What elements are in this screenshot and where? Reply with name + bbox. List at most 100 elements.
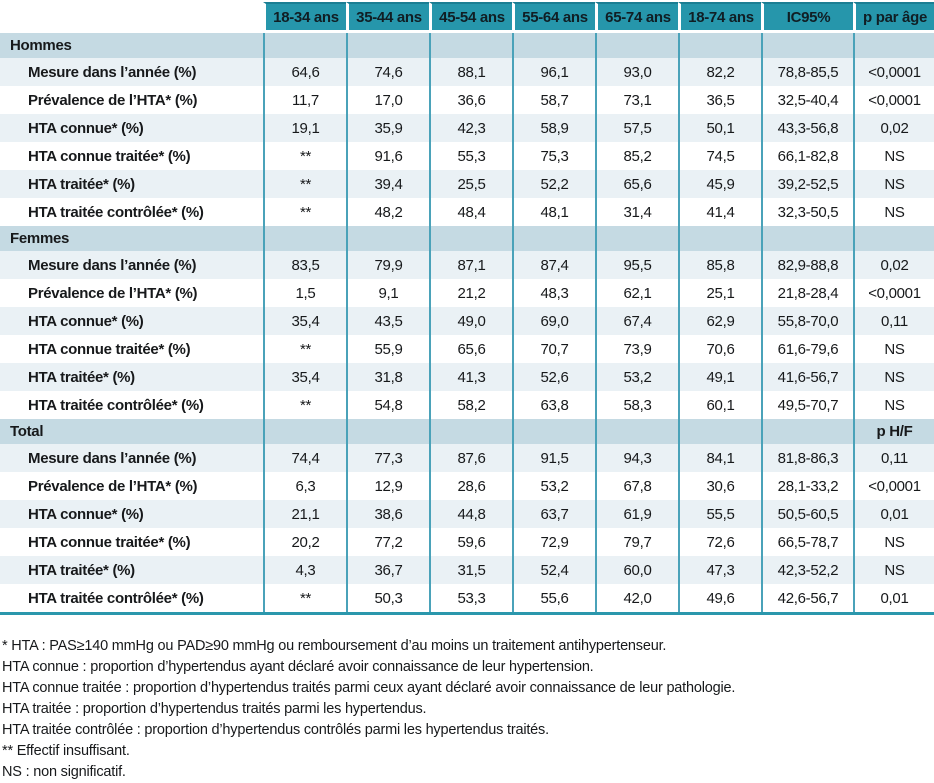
section-empty-cell — [346, 419, 429, 444]
footnotes: * HTA : PAS≥140 mmHg ou PAD≥90 mmHg ou r… — [0, 636, 934, 783]
value-cell: 36,6 — [429, 86, 512, 114]
table-row: HTA traitée contrôlée* (%) ** 54,8 58,2 63,8… — [0, 391, 934, 419]
value-cell: 41,4 — [678, 198, 761, 226]
hta-prevalence-table: 18-34 ans 35-44 ans 45-54 ans 55-64 ans 65-7… — [0, 2, 934, 615]
column-header-35-44-ans: 35-44 ans — [346, 2, 429, 33]
value-cell: 50,3 — [346, 584, 429, 612]
ic95-cell: 61,6-79,6 — [761, 335, 853, 363]
value-cell: 9,1 — [346, 279, 429, 307]
value-cell: 61,9 — [595, 500, 678, 528]
corner-cell — [0, 2, 263, 33]
row-label: Mesure dans l’année (%) — [0, 58, 263, 86]
value-cell: 28,6 — [429, 472, 512, 500]
value-cell: 63,8 — [512, 391, 595, 419]
column-header-45-54-ans: 45-54 ans — [429, 2, 512, 33]
value-cell: 58,2 — [429, 391, 512, 419]
column-header-ic95: IC95% — [761, 2, 853, 33]
ic95-cell: 42,6-56,7 — [761, 584, 853, 612]
section-p-label: p H/F — [853, 419, 934, 444]
value-cell: 54,8 — [346, 391, 429, 419]
value-cell: 39,4 — [346, 170, 429, 198]
value-cell: 65,6 — [429, 335, 512, 363]
value-cell: 94,3 — [595, 444, 678, 472]
value-cell: 55,6 — [512, 584, 595, 612]
p-value-cell: NS — [853, 528, 934, 556]
value-cell: 53,3 — [429, 584, 512, 612]
value-cell: 49,0 — [429, 307, 512, 335]
value-cell: 52,2 — [512, 170, 595, 198]
table-head: 18-34 ans 35-44 ans 45-54 ans 55-64 ans 65-7… — [0, 2, 934, 33]
value-cell: 58,3 — [595, 391, 678, 419]
value-cell: ** — [263, 391, 346, 419]
value-cell: 4,3 — [263, 556, 346, 584]
p-value-cell: 0,02 — [853, 251, 934, 279]
table-row: HTA connue traitée* (%) 20,2 77,2 59,6 72,9 7… — [0, 528, 934, 556]
value-cell: 6,3 — [263, 472, 346, 500]
value-cell: 41,3 — [429, 363, 512, 391]
value-cell: 48,1 — [512, 198, 595, 226]
value-cell: 58,7 — [512, 86, 595, 114]
row-label: HTA connue* (%) — [0, 500, 263, 528]
column-header-18-34-ans: 18-34 ans — [263, 2, 346, 33]
value-cell: 74,6 — [346, 58, 429, 86]
value-cell: 67,4 — [595, 307, 678, 335]
row-label: HTA traitée contrôlée* (%) — [0, 391, 263, 419]
section-empty-cell — [346, 226, 429, 251]
value-cell: 48,4 — [429, 198, 512, 226]
row-label: HTA connue traitée* (%) — [0, 335, 263, 363]
p-value-cell: <0,0001 — [853, 279, 934, 307]
section-total: Total p H/F Mesure dans l’année (%) 74,4 77,… — [0, 419, 934, 612]
table-row: Prévalence de l’HTA* (%) 6,3 12,9 28,6 53,2 6… — [0, 472, 934, 500]
row-label: HTA traitée* (%) — [0, 556, 263, 584]
value-cell: 35,9 — [346, 114, 429, 142]
value-cell: 1,5 — [263, 279, 346, 307]
table-row: HTA traitée* (%) ** 39,4 25,5 52,2 65,6 45,9 39… — [0, 170, 934, 198]
ic95-cell: 78,8-85,5 — [761, 58, 853, 86]
row-label: Prévalence de l’HTA* (%) — [0, 472, 263, 500]
table-row: Mesure dans l’année (%) 83,5 79,9 87,1 87,4 9… — [0, 251, 934, 279]
value-cell: 85,8 — [678, 251, 761, 279]
table-row: Prévalence de l’HTA* (%) 1,5 9,1 21,2 48,3 62… — [0, 279, 934, 307]
section-empty-cell — [512, 226, 595, 251]
column-header-18-74-ans: 18-74 ans — [678, 2, 761, 33]
value-cell: 25,5 — [429, 170, 512, 198]
value-cell: 93,0 — [595, 58, 678, 86]
value-cell: 49,1 — [678, 363, 761, 391]
value-cell: 20,2 — [263, 528, 346, 556]
ic95-cell: 66,5-78,7 — [761, 528, 853, 556]
section-empty-cell — [429, 419, 512, 444]
ic95-cell: 41,6-56,7 — [761, 363, 853, 391]
value-cell: 48,3 — [512, 279, 595, 307]
section-p-label — [853, 33, 934, 58]
p-value-cell: <0,0001 — [853, 472, 934, 500]
value-cell: 42,3 — [429, 114, 512, 142]
p-value-cell: NS — [853, 170, 934, 198]
section-title: Total — [0, 419, 263, 444]
value-cell: ** — [263, 142, 346, 170]
value-cell: 84,1 — [678, 444, 761, 472]
ic95-cell: 42,3-52,2 — [761, 556, 853, 584]
p-value-cell: <0,0001 — [853, 58, 934, 86]
section-title: Hommes — [0, 33, 263, 58]
section-empty-cell — [678, 419, 761, 444]
value-cell: 55,3 — [429, 142, 512, 170]
value-cell: 95,5 — [595, 251, 678, 279]
footnote-line: HTA connue : proportion d’hypertendus ay… — [2, 659, 594, 675]
value-cell: 74,4 — [263, 444, 346, 472]
table-row: HTA traitée contrôlée* (%) ** 48,2 48,4 48,1… — [0, 198, 934, 226]
footnote-line: HTA connue traitée : proportion d’hypert… — [2, 680, 736, 696]
value-cell: 17,0 — [346, 86, 429, 114]
value-cell: 75,3 — [512, 142, 595, 170]
value-cell: 82,2 — [678, 58, 761, 86]
value-cell: 91,5 — [512, 444, 595, 472]
section-femmes: Femmes Mesure dans l’année (%) 83,5 79,9 87,… — [0, 226, 934, 419]
value-cell: ** — [263, 584, 346, 612]
value-cell: 52,4 — [512, 556, 595, 584]
section-empty-cell — [346, 33, 429, 58]
row-label: HTA connue* (%) — [0, 307, 263, 335]
value-cell: 38,6 — [346, 500, 429, 528]
value-cell: 77,3 — [346, 444, 429, 472]
value-cell: 57,5 — [595, 114, 678, 142]
column-header-55-64-ans: 55-64 ans — [512, 2, 595, 33]
